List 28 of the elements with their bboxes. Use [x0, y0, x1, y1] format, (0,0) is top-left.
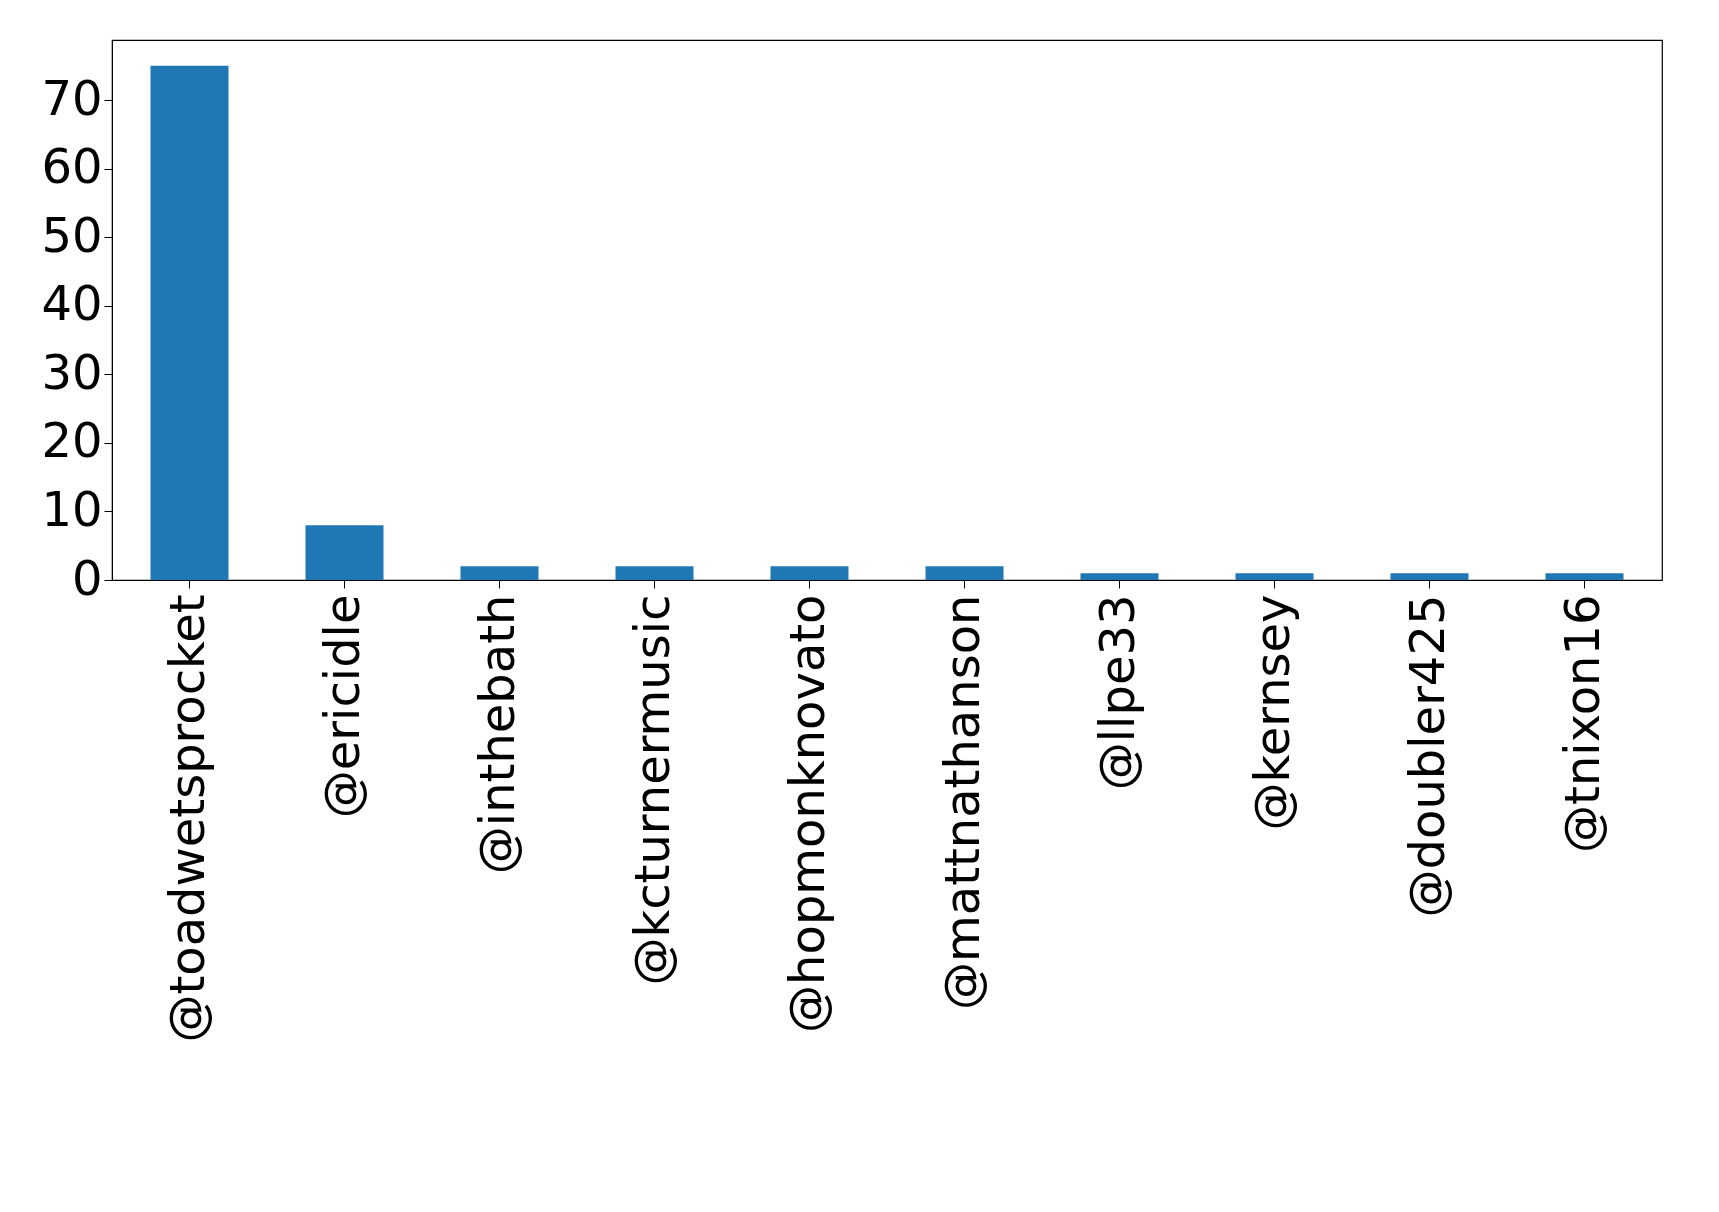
y-tick-label: 30 [41, 343, 103, 400]
y-tick-label: 70 [41, 69, 103, 126]
bar [460, 566, 539, 580]
x-tick-label: @tnixon16 [1553, 594, 1610, 853]
bar [1080, 573, 1159, 580]
x-tick-label: @doubler425 [1398, 594, 1455, 918]
y-tick-label: 20 [41, 412, 103, 469]
y-tick-label: 60 [41, 138, 103, 195]
x-tick-label: @mattnathanson [933, 594, 990, 1011]
x-tick-label: @ericidle [313, 594, 370, 819]
x-tick-label: @kernsey [1243, 594, 1300, 831]
y-tick-label: 40 [41, 275, 103, 332]
bar [770, 566, 849, 580]
bar [305, 525, 384, 580]
x-tick-label: @kcturnermusic [623, 594, 680, 986]
bar [1545, 573, 1624, 580]
y-tick-label: 0 [71, 549, 103, 606]
bar [1235, 573, 1314, 580]
bar [925, 566, 1004, 580]
bar [1390, 573, 1469, 580]
y-tick-label: 50 [41, 206, 103, 263]
x-tick-label: @hopmonknovato [778, 594, 835, 1033]
y-tick-label: 10 [41, 480, 103, 537]
bar [150, 65, 229, 580]
x-tick-label: @llpe33 [1088, 594, 1145, 791]
bar [615, 566, 694, 580]
x-tick-label: @inthebath [468, 594, 525, 875]
x-tick-label: @toadwetsprocket [158, 594, 215, 1043]
